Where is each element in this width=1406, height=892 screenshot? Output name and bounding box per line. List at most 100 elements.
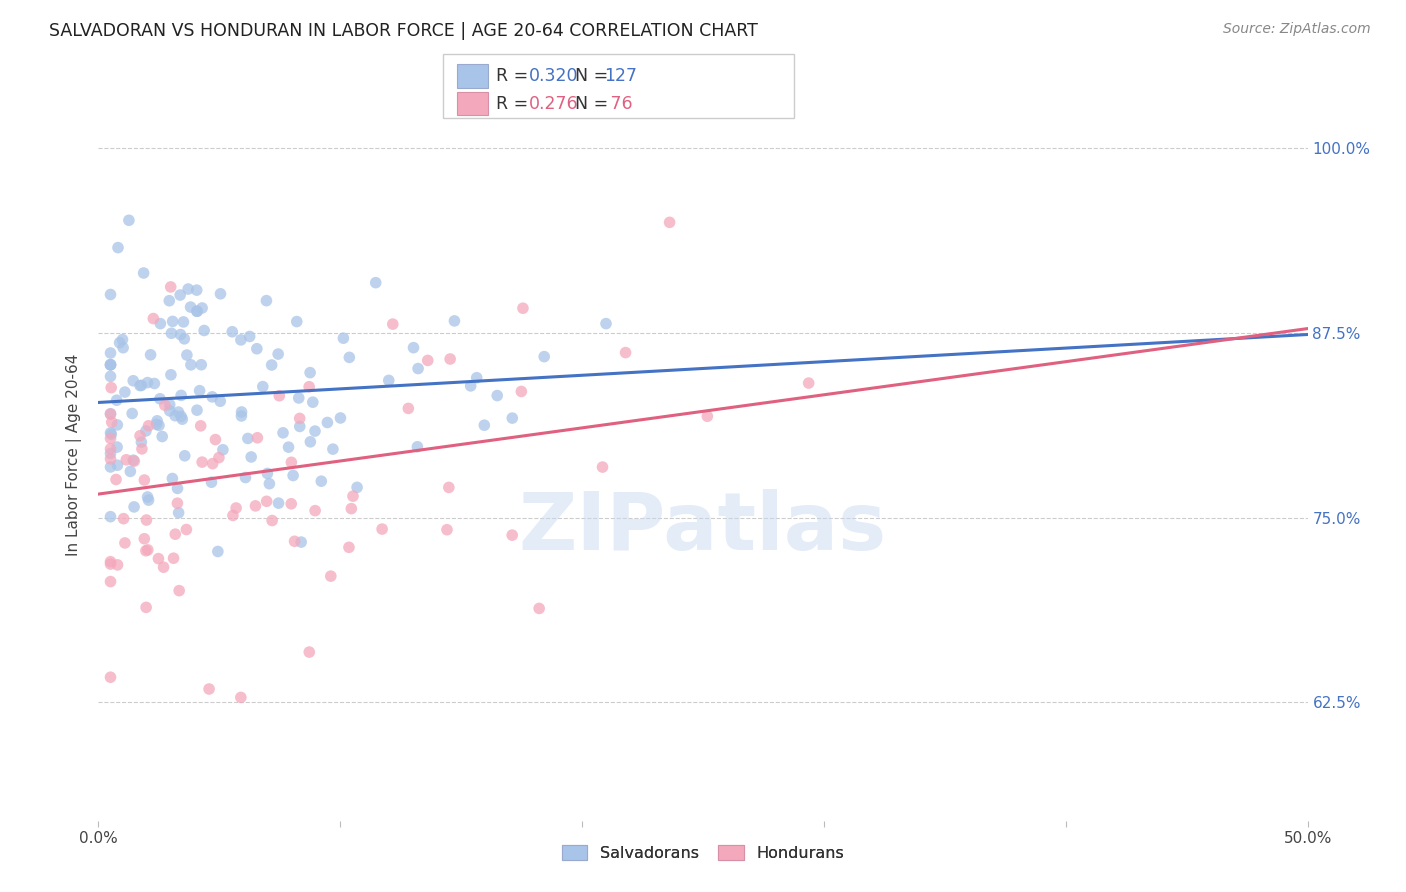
- Point: [246, 342, 269, 356]
- Point: [283, 534, 305, 549]
- Point: [406, 361, 429, 376]
- Point: [122, 453, 145, 467]
- Point: [129, 429, 152, 443]
- Point: [290, 535, 312, 549]
- Point: [167, 405, 190, 419]
- Point: [304, 503, 326, 517]
- Point: [136, 542, 159, 557]
- Point: [167, 583, 190, 598]
- Point: [209, 286, 232, 301]
- Point: [135, 600, 157, 615]
- Point: [592, 460, 614, 475]
- Point: [111, 333, 134, 347]
- Point: [472, 418, 495, 433]
- Point: [100, 557, 122, 571]
- Point: [135, 543, 157, 558]
- Point: [797, 376, 820, 390]
- Point: [100, 442, 122, 456]
- Point: [100, 432, 122, 446]
- Point: [332, 331, 354, 345]
- Point: [105, 393, 128, 408]
- Point: [100, 460, 122, 475]
- Point: [235, 470, 257, 484]
- Point: [167, 506, 190, 520]
- Point: [148, 418, 170, 433]
- Point: [118, 213, 141, 227]
- Point: [190, 418, 212, 433]
- Point: [172, 412, 194, 426]
- Point: [191, 301, 214, 315]
- Point: [301, 395, 323, 409]
- Point: [416, 353, 439, 368]
- Point: [439, 351, 461, 366]
- Point: [190, 358, 212, 372]
- Point: [186, 283, 208, 297]
- Point: [100, 287, 122, 301]
- Point: [159, 404, 181, 418]
- Point: [170, 388, 193, 402]
- Point: [346, 480, 368, 494]
- Point: [299, 434, 322, 449]
- Point: [139, 348, 162, 362]
- Point: [696, 409, 718, 424]
- Point: [465, 370, 488, 384]
- Point: [533, 350, 555, 364]
- Point: [135, 424, 157, 438]
- Point: [201, 457, 224, 471]
- Point: [436, 523, 458, 537]
- Point: [364, 276, 387, 290]
- Text: 127: 127: [605, 67, 637, 85]
- Point: [288, 411, 311, 425]
- Point: [239, 329, 262, 343]
- Point: [124, 454, 146, 468]
- Point: [188, 384, 211, 398]
- Point: [209, 394, 232, 409]
- Point: [159, 280, 181, 294]
- Point: [100, 425, 122, 440]
- Point: [136, 376, 159, 390]
- Point: [256, 494, 278, 508]
- Point: [105, 440, 128, 454]
- Point: [165, 527, 187, 541]
- Point: [146, 414, 169, 428]
- Point: [177, 282, 200, 296]
- Point: [112, 341, 135, 355]
- Point: [186, 403, 208, 417]
- Point: [221, 325, 243, 339]
- Point: [285, 315, 308, 329]
- Point: [150, 429, 173, 443]
- Point: [280, 455, 302, 469]
- Point: [152, 560, 174, 574]
- Point: [180, 300, 202, 314]
- Point: [134, 532, 156, 546]
- Point: [299, 366, 322, 380]
- Point: [136, 490, 159, 504]
- Point: [131, 435, 153, 450]
- Point: [229, 690, 252, 705]
- Point: [132, 266, 155, 280]
- Point: [176, 523, 198, 537]
- Point: [122, 374, 145, 388]
- Point: [100, 670, 122, 684]
- Text: R =: R =: [496, 67, 534, 85]
- Point: [329, 411, 352, 425]
- Point: [277, 440, 299, 454]
- Point: [245, 499, 267, 513]
- Point: [198, 681, 221, 696]
- Point: [138, 418, 160, 433]
- Point: [231, 405, 253, 419]
- Point: [510, 384, 533, 399]
- Point: [107, 558, 129, 572]
- Point: [100, 509, 122, 524]
- Point: [396, 401, 419, 416]
- Point: [298, 645, 321, 659]
- Point: [212, 442, 235, 457]
- Point: [100, 407, 122, 421]
- Point: [149, 392, 172, 406]
- Point: [131, 378, 153, 392]
- Point: [288, 419, 311, 434]
- Text: 0.276: 0.276: [529, 95, 578, 112]
- Point: [614, 345, 637, 359]
- Point: [100, 358, 122, 372]
- Point: [208, 450, 231, 465]
